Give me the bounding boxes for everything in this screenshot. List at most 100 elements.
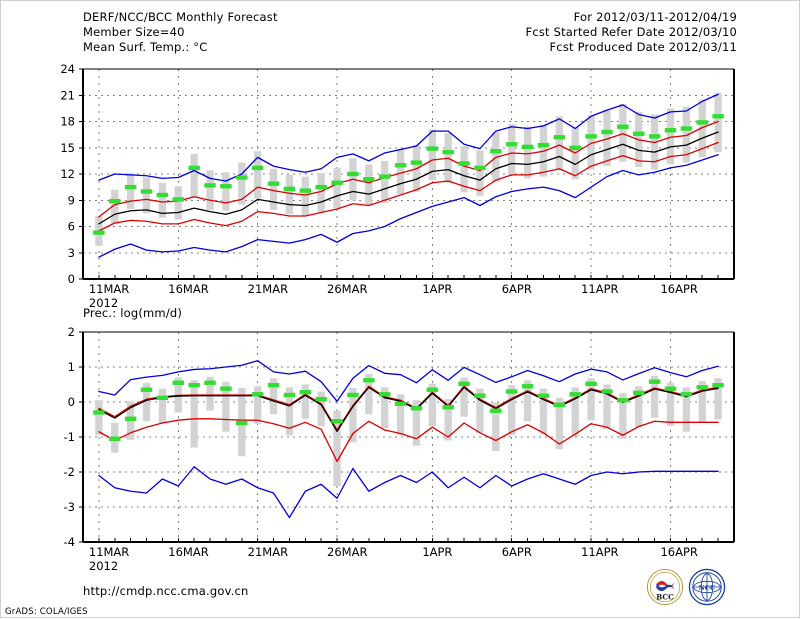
observed-value-marker — [633, 390, 645, 396]
observed-value-marker — [220, 386, 232, 391]
ensemble-range-bar — [349, 388, 357, 443]
ensemble-range-bar — [603, 110, 611, 167]
bcc-logo: BCC — [646, 568, 684, 606]
ensemble-range-bar — [269, 378, 278, 415]
observed-value-marker — [347, 392, 359, 398]
x-tick-label: 16APR — [660, 282, 697, 296]
observed-value-marker — [394, 163, 407, 168]
observed-value-marker — [331, 419, 343, 424]
ensemble-range-bar — [508, 124, 516, 176]
ensemble-range-bar — [523, 380, 532, 422]
ensemble-range-bar — [158, 182, 167, 218]
observed-value-marker — [124, 416, 137, 421]
y-tick-label: 3 — [68, 246, 75, 260]
observed-value-marker — [236, 420, 248, 426]
ensemble-range-bar — [174, 186, 182, 220]
y-tick-label: 15 — [60, 141, 75, 155]
x-tick-label: 21MAR — [248, 545, 288, 559]
observed-value-marker — [601, 389, 613, 394]
ensemble-range-bar — [254, 386, 262, 424]
observed-value-marker — [537, 393, 550, 398]
ensemble-range-bar — [190, 153, 198, 198]
ensemble-range-bar — [428, 383, 436, 427]
ensemble-range-bar — [698, 381, 706, 423]
ensemble-range-bar — [142, 177, 151, 214]
ensemble-range-bar — [412, 400, 421, 446]
observed-value-marker — [426, 146, 439, 151]
ensemble-range-bar — [206, 170, 214, 210]
y-tick-label: 9 — [68, 193, 75, 207]
x-tick-label: 1APR — [422, 545, 452, 559]
observed-value-marker — [109, 436, 121, 441]
y-tick-label: 0 — [68, 272, 75, 286]
observed-value-marker — [315, 397, 327, 402]
header-member-size: Member Size=40 — [83, 25, 185, 39]
observed-value-marker — [490, 408, 502, 413]
series-line — [98, 141, 719, 232]
x-tick-label: 16MAR — [168, 282, 208, 296]
ensemble-range-bar — [365, 374, 373, 415]
observed-value-marker — [347, 171, 359, 177]
observed-value-marker — [283, 392, 296, 398]
observed-value-marker — [109, 198, 121, 204]
observed-value-marker — [585, 381, 597, 386]
ensemble-range-bar — [508, 385, 516, 436]
series-line — [98, 360, 719, 402]
ensemble-range-bar — [619, 104, 627, 162]
observed-value-marker — [410, 406, 423, 411]
series-line — [98, 131, 719, 225]
observed-value-marker — [648, 379, 661, 384]
ensemble-range-bar — [492, 402, 500, 451]
observed-value-marker — [712, 383, 724, 388]
observed-value-marker — [458, 381, 470, 386]
ensemble-range-bar — [619, 393, 627, 439]
footer-url[interactable]: http://cmdp.ncc.cma.gov.cn — [83, 584, 249, 598]
ensemble-range-bar — [555, 397, 563, 450]
ensemble-range-bar — [603, 384, 611, 430]
ensemble-range-bar — [666, 108, 675, 165]
ensemble-range-bar — [222, 381, 230, 432]
ensemble-range-bar — [333, 167, 341, 209]
ensemble-range-bar — [698, 99, 706, 158]
observed-value-marker — [664, 386, 677, 391]
observed-value-marker — [267, 181, 280, 186]
x-tick-label: 11APR — [581, 545, 618, 559]
y-tick-label: -2 — [64, 465, 75, 479]
observed-value-marker — [93, 230, 105, 235]
observed-value-marker — [680, 126, 693, 131]
y-tick-label: 21 — [60, 88, 75, 102]
ensemble-range-bar — [539, 388, 548, 435]
ensemble-range-bar — [269, 168, 278, 210]
observed-value-marker — [474, 393, 486, 398]
observed-value-marker — [283, 186, 296, 192]
observed-value-marker — [363, 378, 375, 383]
ensemble-range-bar — [650, 375, 659, 418]
bottom-panel-title: Prec.: log(mm/d) — [83, 306, 183, 320]
observed-value-marker — [363, 177, 375, 182]
bcc-logo-caption: BCC — [656, 592, 674, 601]
series-line — [98, 93, 719, 182]
observed-value-marker — [696, 120, 708, 125]
observed-value-marker — [442, 405, 454, 410]
observed-value-marker — [93, 410, 105, 415]
observed-value-marker — [553, 135, 566, 140]
observed-value-marker — [378, 392, 391, 397]
x-tick-label: 11MAR — [89, 282, 129, 296]
observed-value-marker — [617, 398, 629, 403]
top-panel-title: Mean Surf. Temp.: °C — [83, 40, 208, 54]
observed-value-marker — [140, 387, 153, 392]
ensemble-range-bar — [476, 150, 484, 196]
observed-value-marker — [299, 188, 312, 193]
x-tick-label: 16APR — [660, 545, 697, 559]
footer-grads-credit: GrADS: COLA/IGES — [5, 607, 88, 617]
observed-value-marker — [442, 149, 454, 155]
ensemble-range-bar — [428, 129, 436, 181]
ensemble-range-bar — [476, 388, 484, 433]
series-line — [98, 385, 719, 431]
observed-value-marker — [236, 175, 248, 180]
observed-value-marker — [426, 387, 439, 392]
ensemble-range-bar — [317, 391, 325, 427]
ensemble-range-bar — [158, 388, 167, 423]
ensemble-range-bar — [555, 116, 563, 171]
